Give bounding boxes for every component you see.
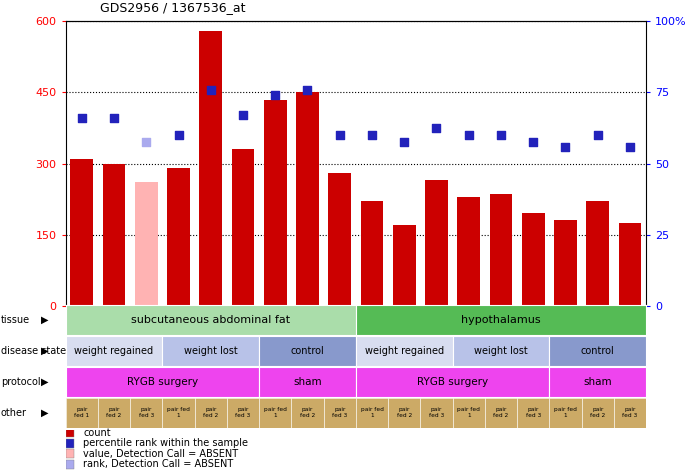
Bar: [393, 225, 415, 306]
Text: pair fed
1: pair fed 1: [457, 407, 480, 418]
Bar: [618, 223, 641, 306]
Point: [238, 111, 249, 119]
Bar: [457, 197, 480, 306]
Bar: [103, 164, 125, 306]
Text: pair fed
1: pair fed 1: [167, 407, 190, 418]
Bar: [135, 182, 158, 306]
Text: pair
fed 3: pair fed 3: [429, 407, 444, 418]
Bar: [554, 220, 577, 306]
Point: [495, 131, 507, 139]
Text: pair
fed 2: pair fed 2: [493, 407, 509, 418]
Point: [302, 86, 313, 93]
Text: ▶: ▶: [41, 408, 49, 418]
Text: control: control: [291, 346, 324, 356]
Point: [528, 138, 539, 146]
Text: pair
fed 3: pair fed 3: [139, 407, 154, 418]
Text: pair
fed 2: pair fed 2: [106, 407, 122, 418]
Point: [399, 138, 410, 146]
Point: [366, 131, 377, 139]
Point: [108, 114, 120, 122]
Text: other: other: [1, 408, 27, 418]
Text: pair
fed 3: pair fed 3: [623, 407, 638, 418]
Bar: [66, 438, 75, 448]
Text: GDS2956 / 1367536_at: GDS2956 / 1367536_at: [100, 1, 246, 14]
Bar: [66, 449, 75, 458]
Point: [76, 114, 87, 122]
Text: RYGB surgery: RYGB surgery: [417, 377, 488, 387]
Point: [269, 91, 281, 99]
Text: pair
fed 2: pair fed 2: [203, 407, 218, 418]
Bar: [70, 159, 93, 306]
Point: [173, 131, 184, 139]
Text: protocol: protocol: [1, 377, 40, 387]
Text: ▶: ▶: [41, 315, 49, 325]
Point: [592, 131, 603, 139]
Bar: [66, 428, 75, 438]
Text: control: control: [581, 346, 614, 356]
Text: sham: sham: [583, 377, 612, 387]
Text: hypothalamus: hypothalamus: [461, 315, 541, 325]
Text: pair
fed 2: pair fed 2: [397, 407, 412, 418]
Bar: [167, 168, 190, 306]
Bar: [296, 92, 319, 306]
Text: ▶: ▶: [41, 377, 49, 387]
Bar: [425, 180, 448, 306]
Text: percentile rank within the sample: percentile rank within the sample: [83, 438, 248, 448]
Point: [205, 86, 216, 93]
Point: [463, 131, 474, 139]
Text: RYGB surgery: RYGB surgery: [127, 377, 198, 387]
Text: pair fed
1: pair fed 1: [361, 407, 384, 418]
Text: pair fed
1: pair fed 1: [554, 407, 577, 418]
Bar: [490, 194, 512, 306]
Text: ▶: ▶: [41, 346, 49, 356]
Text: pair
fed 3: pair fed 3: [332, 407, 348, 418]
Point: [334, 131, 346, 139]
Bar: [361, 201, 384, 306]
Text: pair
fed 2: pair fed 2: [590, 407, 605, 418]
Text: pair
fed 2: pair fed 2: [300, 407, 315, 418]
Point: [431, 124, 442, 132]
Text: count: count: [83, 428, 111, 438]
Text: pair
fed 1: pair fed 1: [74, 407, 89, 418]
Text: value, Detection Call = ABSENT: value, Detection Call = ABSENT: [83, 449, 238, 459]
Bar: [231, 149, 254, 306]
Text: pair fed
1: pair fed 1: [264, 407, 287, 418]
Bar: [328, 173, 351, 306]
Text: rank, Detection Call = ABSENT: rank, Detection Call = ABSENT: [83, 459, 234, 469]
Text: weight regained: weight regained: [75, 346, 153, 356]
Bar: [66, 459, 75, 469]
Text: weight lost: weight lost: [184, 346, 238, 356]
Point: [141, 138, 152, 146]
Text: pair
fed 3: pair fed 3: [526, 407, 541, 418]
Bar: [200, 31, 222, 306]
Bar: [522, 213, 545, 306]
Text: disease state: disease state: [1, 346, 66, 356]
Text: subcutaneous abdominal fat: subcutaneous abdominal fat: [131, 315, 290, 325]
Text: sham: sham: [293, 377, 322, 387]
Bar: [264, 100, 287, 306]
Text: weight regained: weight regained: [365, 346, 444, 356]
Point: [625, 143, 636, 151]
Text: pair
fed 3: pair fed 3: [236, 407, 251, 418]
Point: [560, 143, 571, 151]
Bar: [587, 201, 609, 306]
Text: tissue: tissue: [1, 315, 30, 325]
Text: weight lost: weight lost: [474, 346, 528, 356]
